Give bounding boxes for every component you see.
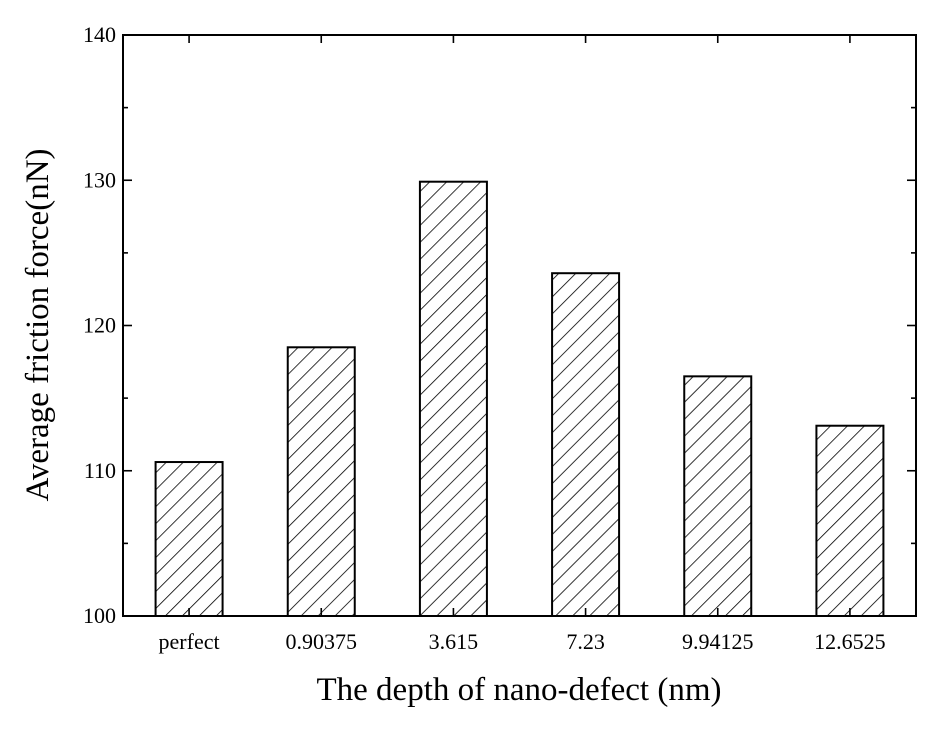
x-tick-label: 9.94125 [682, 629, 754, 654]
bar-5 [815, 424, 885, 617]
bars-group [154, 180, 885, 617]
bar-0 [154, 461, 224, 617]
y-tick-label: 110 [84, 458, 116, 483]
bar-3 [551, 272, 621, 617]
bar-4 [683, 375, 753, 617]
bar-2 [418, 180, 488, 617]
x-tick-label: 12.6525 [814, 629, 886, 654]
x-axis-title: The depth of nano-defect (nm) [317, 672, 722, 708]
y-tick-label: 140 [83, 22, 116, 47]
x-axis-ticks: perfect 0.90375 3.615 7.23 9.94125 12.6525 [159, 35, 886, 654]
y-tick-label: 130 [83, 167, 116, 192]
y-tick-label: 120 [83, 313, 116, 338]
x-tick-label: perfect [159, 629, 220, 654]
y-axis-title: Average friction force(nN) [20, 148, 56, 501]
plot-frame [122, 34, 917, 617]
x-tick-label: 0.90375 [286, 629, 358, 654]
y-axis-ticks: 100 110 120 130 140 [83, 22, 916, 628]
bar-1 [286, 346, 356, 617]
x-tick-label: 3.615 [429, 629, 479, 654]
y-tick-label: 100 [83, 603, 116, 628]
x-tick-label: 7.23 [566, 629, 605, 654]
